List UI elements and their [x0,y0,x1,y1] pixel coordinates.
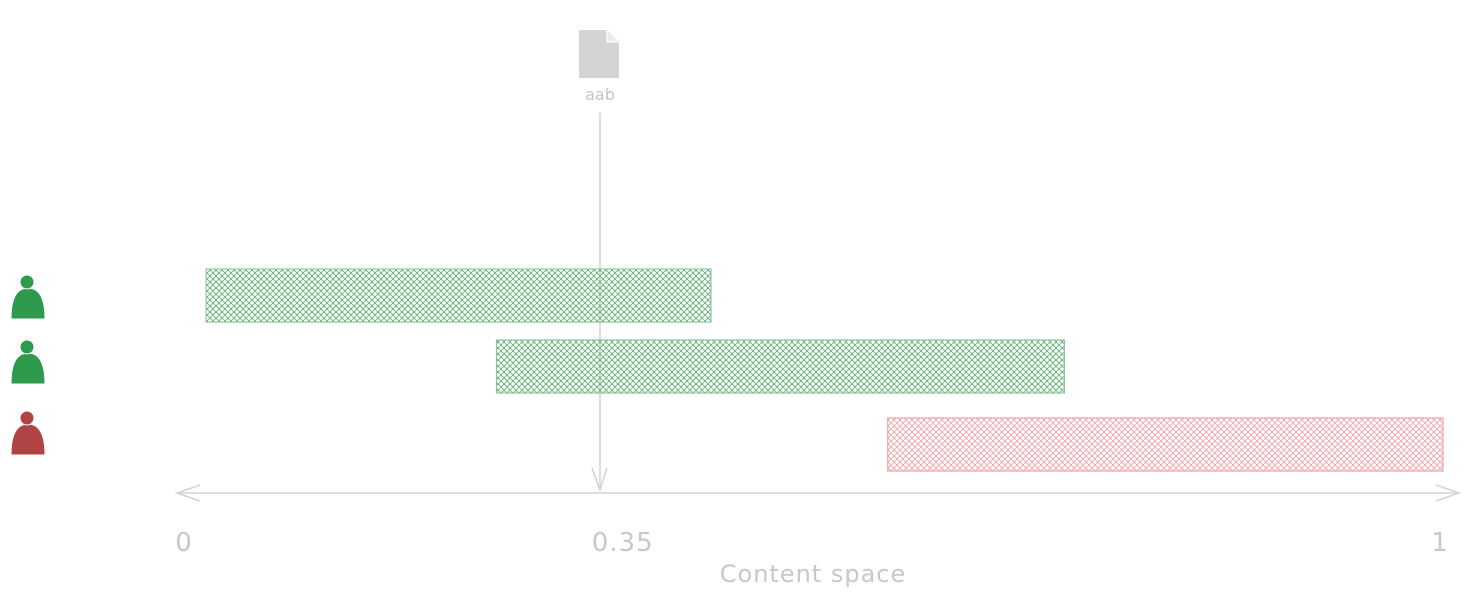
document-label: aab [585,85,615,104]
content-space-axis [174,484,1462,502]
user-icon [10,274,46,320]
document-icon [579,30,619,78]
tick-label: 0 [175,528,193,558]
user-icon [10,339,46,385]
range-bar-green [205,268,712,323]
axis-title: Content space [720,560,906,588]
user-icon [10,410,46,456]
user-icons [10,274,46,456]
axis-tick-labels: 0 0.35 1 [175,528,1449,558]
range-bars [205,268,1444,472]
range-bar-green [495,339,1066,394]
tick-label: 1 [1431,528,1449,558]
tick-label: 0.35 [592,528,654,558]
range-bar-red [887,417,1444,472]
